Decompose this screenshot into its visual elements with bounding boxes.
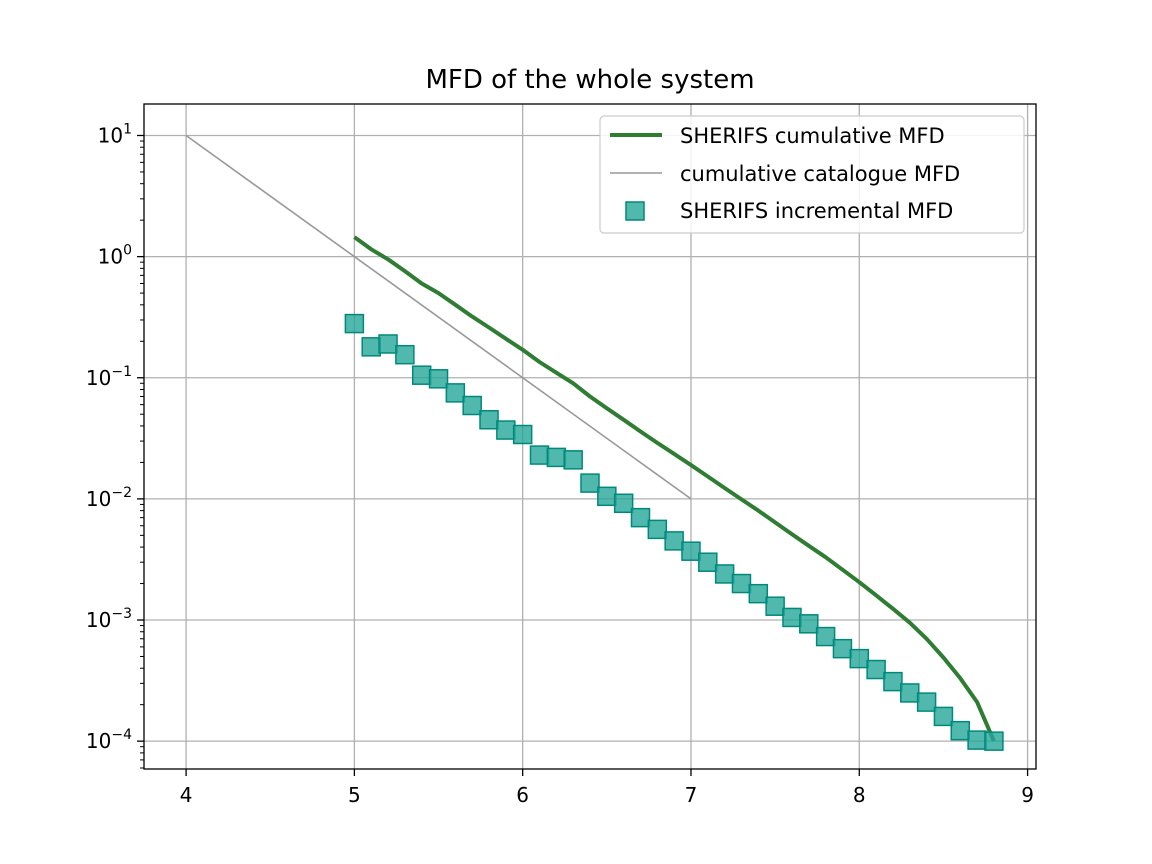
incremental-mfd-marker xyxy=(462,395,482,416)
legend-label-catalogue: cumulative catalogue MFD xyxy=(680,162,960,186)
incremental-mfd-marker xyxy=(681,541,701,561)
incremental-mfd-marker xyxy=(479,410,499,430)
chart-title: MFD of the whole system xyxy=(425,65,754,95)
incremental-mfd-marker xyxy=(630,507,651,528)
incremental-mfd-marker xyxy=(428,369,449,389)
incremental-mfd-marker xyxy=(664,531,684,551)
catalogue-mfd-line xyxy=(185,134,692,500)
incremental-mfd-marker xyxy=(731,573,752,594)
y-tick-label: 10−2 xyxy=(86,485,132,511)
incremental-mfd-marker xyxy=(849,648,870,669)
incremental-mfd-marker xyxy=(916,692,937,712)
incremental-mfd-marker xyxy=(883,671,903,692)
x-tick-label: 6 xyxy=(516,783,529,807)
incremental-mfd-marker xyxy=(613,493,634,514)
legend: SHERIFS cumulative MFD cumulative catalo… xyxy=(599,115,1025,234)
legend-box xyxy=(599,115,1025,234)
incremental-mfd-marker xyxy=(967,730,987,750)
incremental-mfd-marker xyxy=(765,596,785,616)
cumulative-mfd-line xyxy=(353,235,996,742)
incremental-mfd-marker xyxy=(782,607,802,628)
y-tick-label: 10−3 xyxy=(86,606,132,632)
incremental-mfd-marker xyxy=(344,313,365,334)
incremental-mfd-marker xyxy=(563,450,583,470)
incremental-mfd-marker xyxy=(597,486,617,507)
grid xyxy=(144,104,1036,769)
legend-swatch-incremental-marker xyxy=(625,201,645,221)
incremental-mfd-marker xyxy=(361,337,381,357)
incremental-mfd-marker xyxy=(815,626,836,647)
incremental-mfd-marker xyxy=(445,383,466,403)
y-tick-label: 100 xyxy=(98,243,132,269)
incremental-mfd-marker xyxy=(984,731,1004,751)
plot-series xyxy=(185,134,1004,751)
incremental-mfd-marker xyxy=(866,659,886,680)
incremental-mfd-marker xyxy=(395,344,415,365)
incremental-mfd-marker xyxy=(832,638,853,659)
axes-frame xyxy=(143,103,1037,770)
incremental-mfd-marker xyxy=(512,424,533,445)
legend-label-cumulative: SHERIFS cumulative MFD xyxy=(680,124,945,148)
incremental-mfd-marker xyxy=(411,365,432,385)
incremental-mfd-marker xyxy=(647,519,668,540)
x-tick-label: 5 xyxy=(348,783,361,807)
x-tick-label: 9 xyxy=(1021,783,1034,807)
incremental-mfd-marker xyxy=(950,720,971,741)
y-tick-label: 101 xyxy=(98,121,132,147)
incremental-mfd-marker xyxy=(378,334,398,354)
incremental-mfd-marker xyxy=(714,564,735,584)
axis-ticks: 4 5 6 7 8 9 101 100 10−1 10−2 10−3 10−4 xyxy=(86,121,1034,807)
incremental-mfd-marker xyxy=(546,447,567,468)
x-tick-label: 7 xyxy=(685,783,698,807)
incremental-mfd-marker xyxy=(496,420,516,440)
y-tick-label: 10−4 xyxy=(86,727,132,753)
incremental-mfd-marker xyxy=(933,706,954,727)
legend-label-incremental: SHERIFS incremental MFD xyxy=(680,199,953,223)
incremental-mfd-marker xyxy=(748,583,769,604)
incremental-mfd-marker xyxy=(580,473,600,493)
incremental-mfd-marker xyxy=(698,552,718,572)
y-tick-label: 10−1 xyxy=(86,364,132,390)
incremental-mfd-marker xyxy=(799,614,819,634)
x-tick-label: 8 xyxy=(853,783,866,807)
x-tick-label: 4 xyxy=(180,783,193,807)
incremental-mfd-marker xyxy=(900,683,920,703)
incremental-mfd-marker xyxy=(529,445,550,465)
